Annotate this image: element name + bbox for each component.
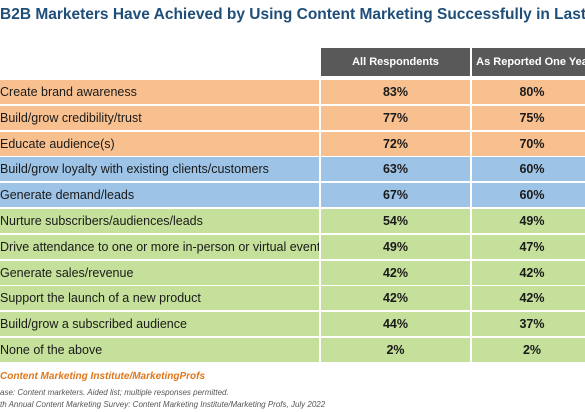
cell-value: 2% xyxy=(321,338,470,362)
cell-value: 60% xyxy=(472,183,585,208)
row-label: Drive attendance to one or more in-perso… xyxy=(0,234,319,259)
cell-value: 42% xyxy=(321,260,470,285)
cell-value: 44% xyxy=(321,312,470,337)
note: th Annual Content Marketing Survey: Cont… xyxy=(0,400,326,409)
cell-value: 80% xyxy=(472,80,585,104)
row-label: Support the launch of a new product xyxy=(0,286,319,311)
cell-value: 49% xyxy=(472,209,585,233)
cell-value: 70% xyxy=(472,131,585,156)
cell-value: 75% xyxy=(472,105,585,130)
cell-value: 72% xyxy=(321,131,470,156)
source: Content Marketing Institute/MarketingPro… xyxy=(0,371,206,382)
column-header: All Respondents xyxy=(321,48,470,76)
cell-value: 54% xyxy=(321,209,470,233)
cell-value: 37% xyxy=(472,312,585,337)
cell-value: 47% xyxy=(472,234,585,259)
row-label: Generate demand/leads xyxy=(0,183,319,208)
cell-value: 77% xyxy=(321,105,470,130)
cell-value: 83% xyxy=(321,80,470,104)
cell-value: 2% xyxy=(472,338,585,362)
cell-value: 60% xyxy=(472,157,585,182)
title: B2B Marketers Have Achieved by Using Con… xyxy=(0,6,585,23)
cell-value: 63% xyxy=(321,157,470,182)
row-label: Create brand awareness xyxy=(0,80,319,104)
row-label: Build/grow credibility/trust xyxy=(0,105,319,130)
cell-value: 42% xyxy=(472,286,585,311)
note: ase: Content marketers. Aided list; mult… xyxy=(0,388,229,397)
cell-value: 42% xyxy=(321,286,470,311)
row-label: Nurture subscribers/audiences/leads xyxy=(0,209,319,233)
row-label: Generate sales/revenue xyxy=(0,260,319,285)
row-label: Build/grow loyalty with existing clients… xyxy=(0,157,319,182)
cell-value: 49% xyxy=(321,234,470,259)
cell-value: 67% xyxy=(321,183,470,208)
row-label: None of the above xyxy=(0,338,319,362)
cell-value: 42% xyxy=(472,260,585,285)
row-label: Build/grow a subscribed audience xyxy=(0,312,319,337)
column-header: As Reported One Yea xyxy=(472,48,585,76)
row-label: Educate audience(s) xyxy=(0,131,319,156)
